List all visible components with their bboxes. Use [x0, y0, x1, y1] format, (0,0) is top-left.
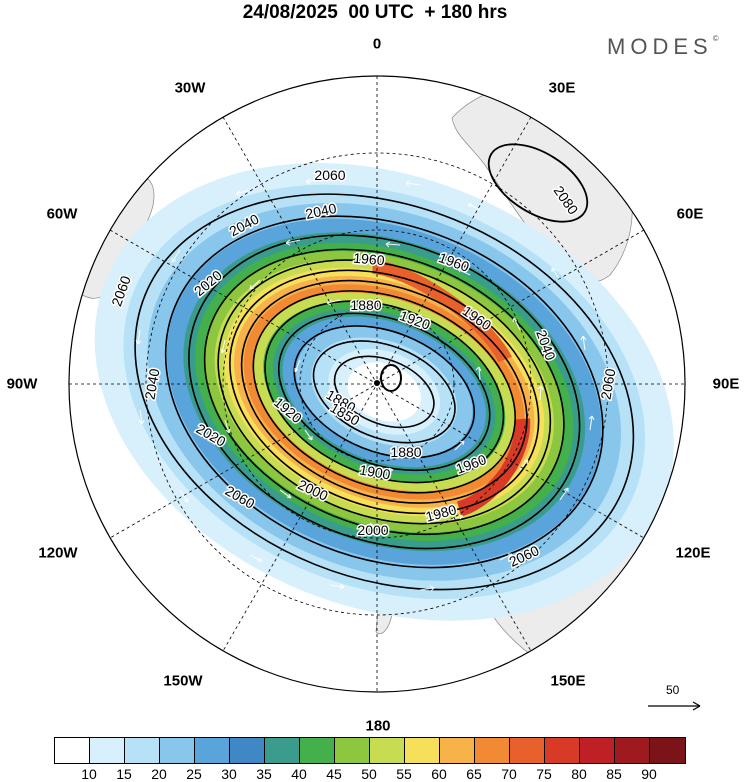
colorbar-tick-label: 30: [221, 766, 237, 782]
colorbar-segment: [510, 738, 545, 763]
colorbar-tick-label: 35: [256, 766, 272, 782]
lon-label-150w: 150W: [163, 672, 203, 690]
lon-label-120w: 120W: [38, 544, 78, 562]
colorbar-segment: [195, 738, 230, 763]
contour-high-2080: [487, 143, 589, 223]
brand-mark: ©: [712, 34, 719, 43]
colorbar-segment: [370, 738, 405, 763]
colorbar-segment: [230, 738, 265, 763]
lon-label-150e: 150E: [550, 672, 586, 690]
brand-logo: MODES©: [607, 34, 719, 60]
graticule: [68, 75, 686, 693]
colorbar-segment: [125, 738, 160, 763]
contour-label: 1880: [350, 297, 381, 313]
colorbar: [54, 737, 686, 764]
colorbar-tick-label: 10: [81, 766, 97, 782]
contour-label: 2000: [357, 522, 388, 538]
colorbar-segment: [405, 738, 440, 763]
colorbar-tick-label: 15: [116, 766, 132, 782]
colorbar-tick-label: 25: [186, 766, 202, 782]
wind-speed-shading: [94, 163, 674, 621]
reference-vector-head: [692, 701, 701, 711]
brand-text: MODES: [607, 34, 713, 59]
contour-label: 1880: [390, 444, 421, 460]
lon-label-90w: 90W: [6, 375, 38, 393]
colorbar-tick-label: 60: [431, 766, 447, 782]
lon-label-30e: 30E: [548, 79, 576, 97]
colorbar-segment: [545, 738, 580, 763]
colorbar-tick-label: 90: [641, 766, 657, 782]
colorbar-tick-label: 45: [326, 766, 342, 782]
contour-low-center: [380, 364, 402, 392]
lon-label-60e: 60E: [676, 205, 704, 223]
colorbar-tick-label: 65: [466, 766, 482, 782]
colorbar-tick-label: 20: [151, 766, 167, 782]
colorbar-segment: [615, 738, 650, 763]
lon-label-120e: 120E: [675, 544, 711, 562]
colorbar-tick-label: 75: [536, 766, 552, 782]
colorbar-segment: [160, 738, 195, 763]
colorbar-segment: [475, 738, 510, 763]
colorbar-segment: [300, 738, 335, 763]
map-title: 24/08/2025 00 UTC + 180 hrs: [242, 2, 508, 23]
colorbar-tick-label: 85: [606, 766, 622, 782]
colorbar-tick-label: 80: [571, 766, 587, 782]
colorbar-tick-label: 55: [396, 766, 412, 782]
lon-label-180: 180: [365, 717, 391, 735]
contour-label: 1960: [353, 250, 386, 269]
lon-label-0: 0: [372, 35, 382, 53]
wind-vectors: [135, 178, 595, 592]
reference-vector-label: 50: [666, 683, 680, 697]
lon-label-90e: 90E: [712, 375, 740, 393]
contour-label: 2060: [314, 167, 345, 183]
colorbar-segment: [440, 738, 475, 763]
lon-label-60w: 60W: [46, 205, 78, 223]
colorbar-segment: [55, 738, 90, 763]
colorbar-segment: [335, 738, 370, 763]
colorbar-tick-label: 50: [361, 766, 377, 782]
colorbar-segment: [650, 738, 685, 763]
colorbar-segment: [90, 738, 125, 763]
colorbar-segment: [580, 738, 615, 763]
colorbar-segment: [265, 738, 300, 763]
colorbar-tick-label: 70: [501, 766, 517, 782]
lon-label-30w: 30W: [174, 79, 206, 97]
colorbar-tick-label: 40: [291, 766, 307, 782]
